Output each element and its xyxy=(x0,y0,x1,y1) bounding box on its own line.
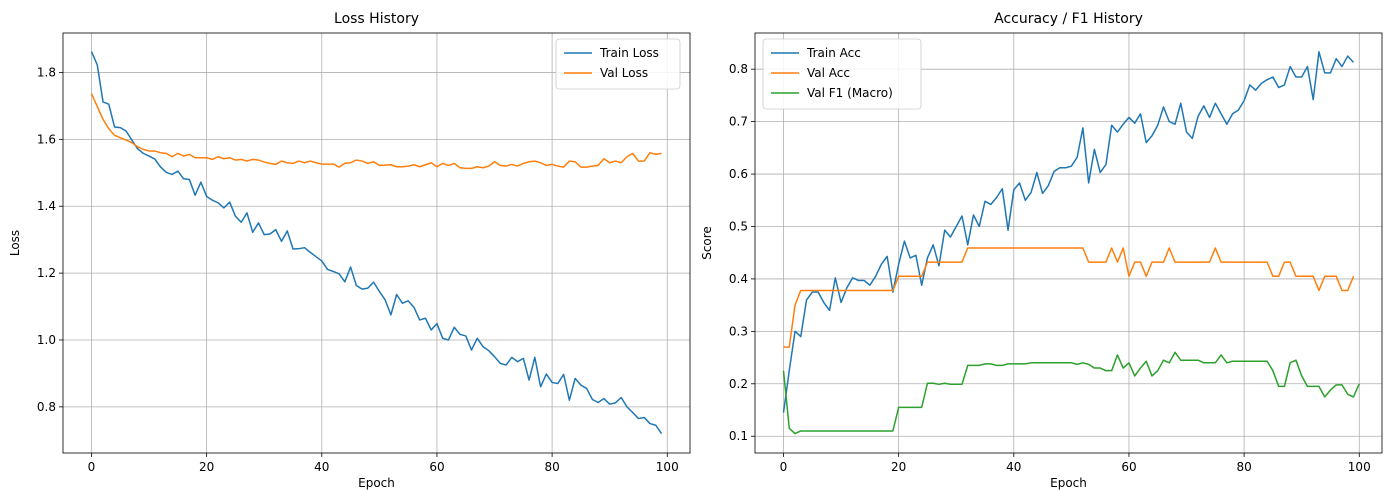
legend-box xyxy=(762,38,922,110)
legend-label: Train Acc xyxy=(806,46,861,60)
y-tick-label: 0.1 xyxy=(729,429,748,443)
x-tick-label: 100 xyxy=(1348,460,1371,474)
x-tick-label: 40 xyxy=(314,460,329,474)
y-tick-label: 0.3 xyxy=(729,324,748,338)
series-line-val-acc xyxy=(783,247,1355,348)
y-tick-label: 0.8 xyxy=(729,62,748,76)
x-tick-label: 0 xyxy=(88,460,96,474)
x-tick-label: 0 xyxy=(780,460,788,474)
x-tick-label: 60 xyxy=(429,460,444,474)
y-tick-label: 1.0 xyxy=(37,333,56,347)
x-axis-label: Epoch xyxy=(358,476,395,490)
y-tick-label: 0.2 xyxy=(729,377,748,391)
grid xyxy=(63,33,690,453)
x-tick-label: 80 xyxy=(1236,460,1251,474)
y-tick-label: 0.8 xyxy=(37,400,56,414)
chart-title: Accuracy / F1 History xyxy=(994,11,1143,27)
legend: Train Loss Val Loss xyxy=(555,38,681,90)
x-tick-label: 20 xyxy=(891,460,906,474)
y-tick-label: 1.4 xyxy=(37,199,56,213)
x-tick-label: 80 xyxy=(544,460,559,474)
legend-label: Train Loss xyxy=(599,46,659,60)
y-tick-label: 1.2 xyxy=(37,266,56,280)
y-axis-label: Loss xyxy=(8,230,22,256)
loss-history-chart: 0 20 40 60 80 100 0.8 1.0 1.2 1.4 1.6 1.8 Loss Histo… xyxy=(8,11,691,490)
x-tick-label: 40 xyxy=(1006,460,1021,474)
axes-frame xyxy=(62,32,691,454)
y-tick-label: 0.7 xyxy=(729,115,748,129)
legend-label: Val F1 (Macro) xyxy=(807,86,893,100)
x-tick-label: 20 xyxy=(199,460,214,474)
axes-frame xyxy=(754,32,1383,454)
y-tick-label: 1.8 xyxy=(37,65,56,79)
legend-box xyxy=(555,38,681,90)
series-line-val-f1-macro xyxy=(782,351,1360,435)
chart-title: Loss History xyxy=(334,11,419,27)
x-tick-label: 60 xyxy=(1121,460,1136,474)
legend-label: Val Loss xyxy=(600,66,648,80)
accuracy-f1-history-chart: 0 20 40 60 80 100 0.1 0.2 0.3 0.4 0.5 0.6 0.7 0.8 Accu… xyxy=(700,11,1383,490)
series-line-train-loss xyxy=(90,51,663,435)
y-tick-label: 0.4 xyxy=(729,272,748,286)
x-axis-label: Epoch xyxy=(1050,476,1087,490)
y-tick-label: 0.6 xyxy=(729,167,748,181)
y-tick-label: 1.6 xyxy=(37,132,56,146)
y-tick-label: 0.5 xyxy=(729,219,748,233)
series-line-val-loss xyxy=(90,93,662,170)
y-axis-label: Score xyxy=(700,226,714,260)
legend-label: Val Acc xyxy=(807,66,850,80)
series-line-train-acc xyxy=(782,51,1355,413)
legend: Train Acc Val Acc Val F1 (Macro) xyxy=(762,38,922,110)
x-tick-label: 100 xyxy=(656,460,679,474)
